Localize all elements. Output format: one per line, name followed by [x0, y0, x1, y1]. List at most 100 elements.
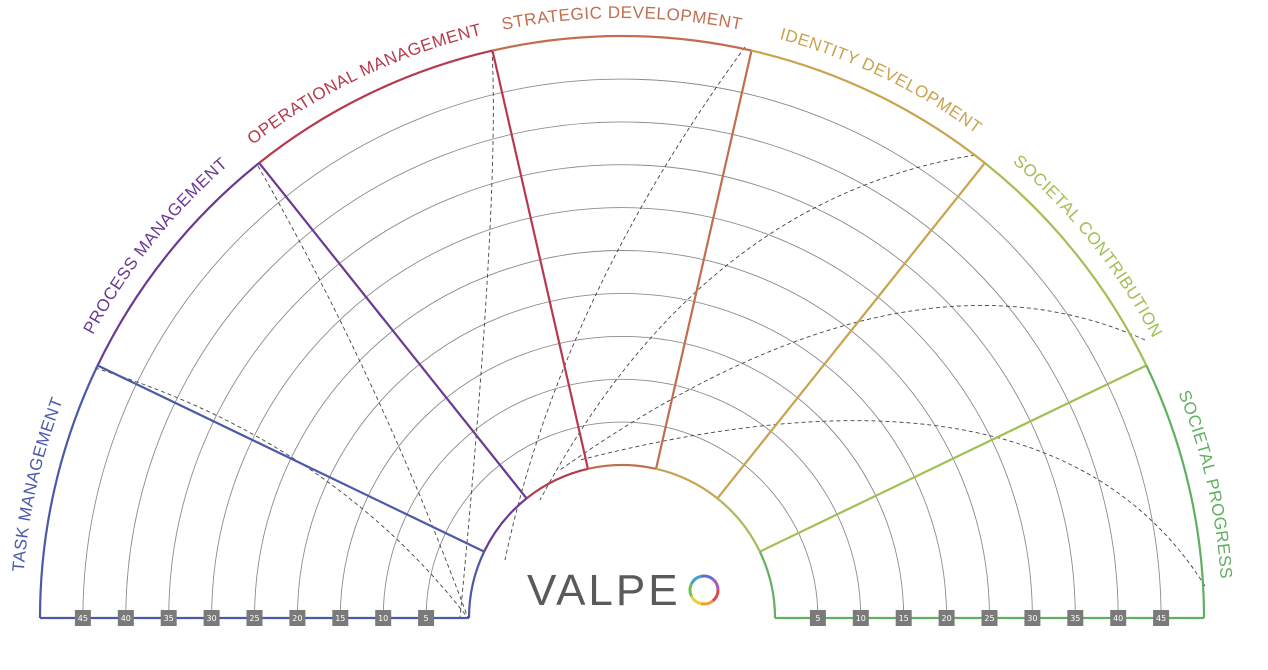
segment-label: OPERATIONAL MANAGEMENT	[244, 20, 484, 148]
tick-label: 35	[1070, 614, 1080, 623]
tick-label: 25	[984, 614, 994, 623]
segment-divider	[97, 364, 485, 553]
segment-label-text: SOCIETAL PROGRESS	[1175, 388, 1236, 580]
tick-box	[160, 610, 177, 626]
outer-arc	[38, 34, 1206, 619]
outer-arc-segment	[38, 365, 99, 619]
logo-ring-arc	[711, 577, 720, 591]
segment-label-text: PROCESS MANAGEMENT	[80, 154, 231, 337]
tick-label: 40	[1113, 614, 1123, 623]
inner-arc-segment	[587, 463, 657, 470]
scale-ticks: 45 40 35 30 25 20 15 10 5 5 10 15 20 25 30 35 40 45	[74, 610, 1170, 626]
tick-label: 15	[899, 614, 909, 623]
ring	[296, 292, 948, 619]
logo-ring-arc	[711, 589, 720, 603]
dashed-curve	[559, 304, 1146, 471]
dashed-curve	[579, 420, 1206, 587]
tick-label: 25	[249, 614, 259, 623]
logo-text: VALPE	[527, 566, 681, 615]
ring	[254, 250, 990, 619]
tick-label: 35	[164, 614, 174, 623]
tick-box	[852, 610, 869, 626]
ring	[425, 421, 819, 619]
segment-dividers	[97, 50, 1147, 553]
tick-label: 20	[292, 614, 302, 623]
outer-arc-segment	[984, 162, 1148, 366]
inner-arc-segment	[525, 467, 589, 500]
inner-arc-segment	[758, 551, 777, 619]
segment-label: SOCIETAL PROGRESS	[1175, 388, 1236, 580]
segment-label-text: OPERATIONAL MANAGEMENT	[244, 20, 483, 148]
outer-arc-segment	[751, 49, 986, 164]
tick-box	[117, 610, 134, 626]
inner-arc-segment	[483, 497, 528, 553]
tick-box	[246, 610, 263, 626]
outer-arc-segment	[1145, 365, 1206, 619]
dashed-curve	[504, 46, 746, 561]
tick-box	[1153, 610, 1170, 626]
dashed-curve	[94, 367, 469, 619]
tick-label: 5	[424, 614, 429, 623]
segment-label-text: IDENTITY DEVELOPMENT	[778, 24, 985, 137]
tick-box	[289, 610, 306, 626]
inner-arc-segment	[716, 497, 761, 553]
segment-label: PROCESS MANAGEMENT	[80, 154, 232, 337]
dashed-curve	[459, 49, 494, 619]
logo-ring-arc	[700, 574, 714, 581]
ring	[82, 78, 1162, 619]
tick-label: 40	[121, 614, 131, 623]
tick-box	[332, 610, 349, 626]
outer-arc-segment	[492, 34, 752, 52]
tick-box	[1024, 610, 1041, 626]
tick-label: 5	[815, 614, 820, 623]
tick-box	[74, 610, 91, 626]
tick-box	[203, 610, 220, 626]
tick-label: 20	[942, 614, 952, 623]
dashed-curve	[257, 165, 469, 619]
segment-divider	[654, 50, 753, 470]
value-level-rings	[82, 78, 1162, 619]
ring	[125, 121, 1119, 619]
tick-label: 45	[78, 614, 88, 623]
tick-box	[418, 610, 435, 626]
ring	[339, 335, 905, 619]
tick-label: 10	[378, 614, 388, 623]
tick-label: 30	[1027, 614, 1037, 623]
logo-ring-arc	[700, 599, 714, 606]
segment-label-text: STRATEGIC DEVELOPMENT	[500, 3, 744, 34]
inner-arc-segment	[467, 551, 486, 619]
tick-label: 15	[335, 614, 345, 623]
segment-divider	[491, 50, 590, 470]
logo-ring-arc	[690, 595, 702, 606]
tick-box	[1110, 610, 1127, 626]
ring	[168, 164, 1076, 619]
tick-label: 45	[1156, 614, 1166, 623]
segment-label: TASK MANAGEMENT	[9, 394, 67, 572]
inner-arc	[467, 463, 777, 619]
tick-box	[809, 610, 826, 626]
segment-label: IDENTITY DEVELOPMENT	[778, 24, 985, 137]
tick-box	[981, 610, 998, 626]
outer-arc-segment	[96, 162, 260, 366]
logo-ring-arc	[688, 583, 693, 597]
tick-box	[375, 610, 392, 626]
segment-divider	[716, 162, 986, 500]
valpeo-logo: VALPE	[527, 566, 720, 615]
segment-label: STRATEGIC DEVELOPMENT	[500, 3, 744, 34]
ring	[382, 378, 862, 619]
segment-label-text: SOCIETAL CONTRIBUTION	[1010, 151, 1166, 341]
tick-label: 30	[207, 614, 217, 623]
segment-divider	[759, 364, 1147, 553]
logo-ring-icon	[688, 574, 720, 606]
tick-box	[938, 610, 955, 626]
tick-label: 10	[856, 614, 866, 623]
segment-label-text: TASK MANAGEMENT	[9, 394, 67, 572]
segment-divider	[258, 162, 528, 500]
tick-box	[1067, 610, 1084, 626]
segment-label: SOCIETAL CONTRIBUTION	[1010, 151, 1167, 341]
logo-ring-arc	[690, 574, 702, 585]
ring	[211, 207, 1033, 619]
outer-arc-segment	[258, 49, 493, 164]
inner-arc-segment	[655, 467, 719, 500]
